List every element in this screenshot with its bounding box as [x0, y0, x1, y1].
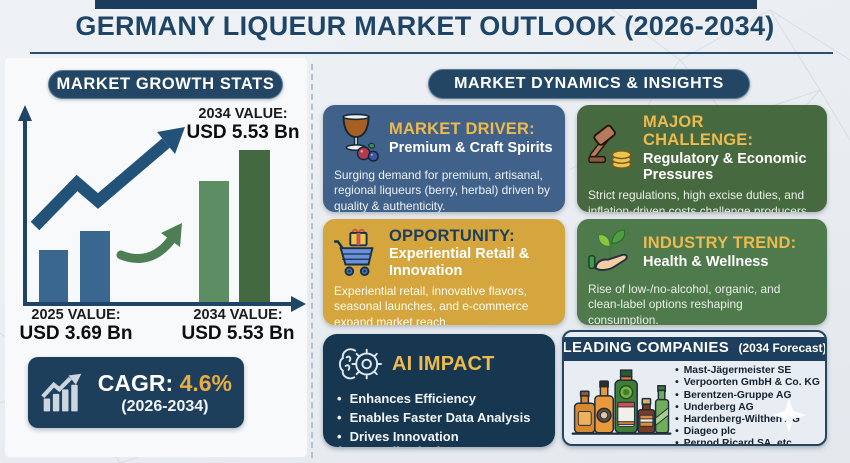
leading-companies-heading: LEADING COMPANIES (2034 Forecast): [562, 337, 827, 361]
growth-stats-heading: MARKET GROWTH STATS: [48, 70, 283, 99]
card-subtitle: Premium & Craft Spirits: [389, 139, 553, 156]
cagr-label: CAGR:: [97, 369, 174, 396]
bar-2034-b: [239, 150, 270, 304]
page-title: GERMANY LIQUEUR MARKET OUTLOOK (2026-203…: [75, 11, 775, 41]
header-accent-bar: [95, 0, 757, 9]
leading-companies-title: LEADING COMPANIES: [562, 339, 729, 356]
card-subtitle: Health & Wellness: [643, 253, 769, 270]
brain-gear-icon: [339, 348, 382, 380]
cagr-badge: CAGR: 4.6% (2026-2034): [28, 357, 244, 428]
gavel-coins-icon: [588, 124, 632, 170]
list-item: Enhances Efficiency: [337, 391, 541, 406]
list-item: Berentzen-Gruppe AG: [675, 390, 821, 402]
annotation-label: 2034 VALUE:: [198, 106, 288, 122]
card-opportunity: OPPORTUNITY: Experiential Retail & Innov…: [323, 219, 565, 325]
card-title: AI IMPACT: [392, 352, 495, 375]
sparkle-icon: [772, 398, 806, 432]
card-industry-trend: INDUSTRY TREND: Health & Wellness Rise o…: [577, 219, 827, 325]
card-body: Strict regulations, high excise duties, …: [588, 188, 811, 212]
bar-2025-a: [39, 250, 68, 304]
growth-bar-chart: [18, 105, 306, 312]
growth-trend-icon: [41, 373, 82, 411]
card-major-challenge: MAJOR CHALLENGE: Regulatory & Economic P…: [577, 105, 827, 212]
card-title: INDUSTRY TREND:: [643, 234, 797, 253]
list-item: Diageo plc: [675, 426, 821, 438]
list-item: Enables Faster Data Analysis: [337, 410, 541, 425]
end-value-amount: USD 5.53 Bn: [181, 323, 295, 344]
list-item: Drives Innovation (Personalization): [337, 429, 541, 447]
bar-2034-a: [199, 181, 229, 304]
start-value-note: 2025 VALUE: USD 3.69 Bn: [18, 307, 134, 345]
hand-plant-icon: [588, 229, 628, 271]
dynamics-heading: MARKET DYNAMICS & INSIGHTS: [428, 69, 750, 99]
chart-top-annotation: 2034 VALUE: USD 5.53 Bn: [185, 106, 301, 144]
ai-impact-list: Enhances Efficiency Enables Faster Data …: [337, 391, 541, 447]
liqueur-bottles-icon: [571, 369, 672, 435]
card-body: Experiential retail, innovative flavors,…: [334, 283, 529, 325]
card-subtitle: Experiential Retail & Innovation: [389, 246, 530, 279]
list-item: Mast-Jägermeister SE: [675, 366, 821, 377]
cart-gift-icon: [334, 228, 374, 276]
companies-list: Mast-Jägermeister SE Verpoorten GmbH & C…: [675, 365, 821, 444]
cagr-value: 4.6%: [179, 369, 232, 396]
title-underline: [30, 52, 833, 54]
panel-divider: [311, 64, 313, 458]
list-item: Verpoorten GmbH & Co. KG: [675, 378, 821, 389]
liqueur-glass-berries-icon: [342, 113, 379, 162]
list-item: Pernod Ricard SA, etc.: [675, 438, 821, 444]
card-leading-companies: LEADING COMPANIES (2034 Forecast): [562, 330, 827, 446]
leading-companies-suffix: (2034 Forecast): [738, 341, 827, 355]
card-body: Rise of low-/no-alcohol, organic, and cl…: [588, 282, 781, 325]
start-value-label: 2025 VALUE:: [31, 307, 121, 323]
card-title: MAJOR CHALLENGE:: [643, 113, 754, 150]
bar-2025-b: [80, 231, 110, 304]
card-title: OPPORTUNITY:: [389, 227, 515, 245]
green-curved-arrow: [116, 235, 176, 263]
annotation-value: USD 5.53 Bn: [186, 122, 300, 143]
card-title: MARKET DRIVER:: [389, 120, 535, 139]
end-value-note: 2034 VALUE: USD 5.53 Bn: [178, 307, 298, 345]
rising-trend-arrow: [30, 138, 170, 231]
start-value-amount: USD 3.69 Bn: [19, 323, 133, 344]
list-item: Underberg AG: [675, 402, 821, 414]
list-item: Hardenberg-Wilthen AG: [675, 414, 821, 426]
card-body: Surging demand for premium, artisanal, r…: [334, 168, 550, 212]
card-ai-impact: AI IMPACT Enhances Efficiency Enables Fa…: [323, 334, 555, 447]
end-value-label: 2034 VALUE:: [193, 307, 283, 323]
card-subtitle: Regulatory & Economic Pressures: [643, 150, 807, 184]
card-market-driver: MARKET DRIVER: Premium & Craft Spirits S…: [323, 105, 565, 212]
cagr-period: (2026-2034): [121, 397, 209, 415]
